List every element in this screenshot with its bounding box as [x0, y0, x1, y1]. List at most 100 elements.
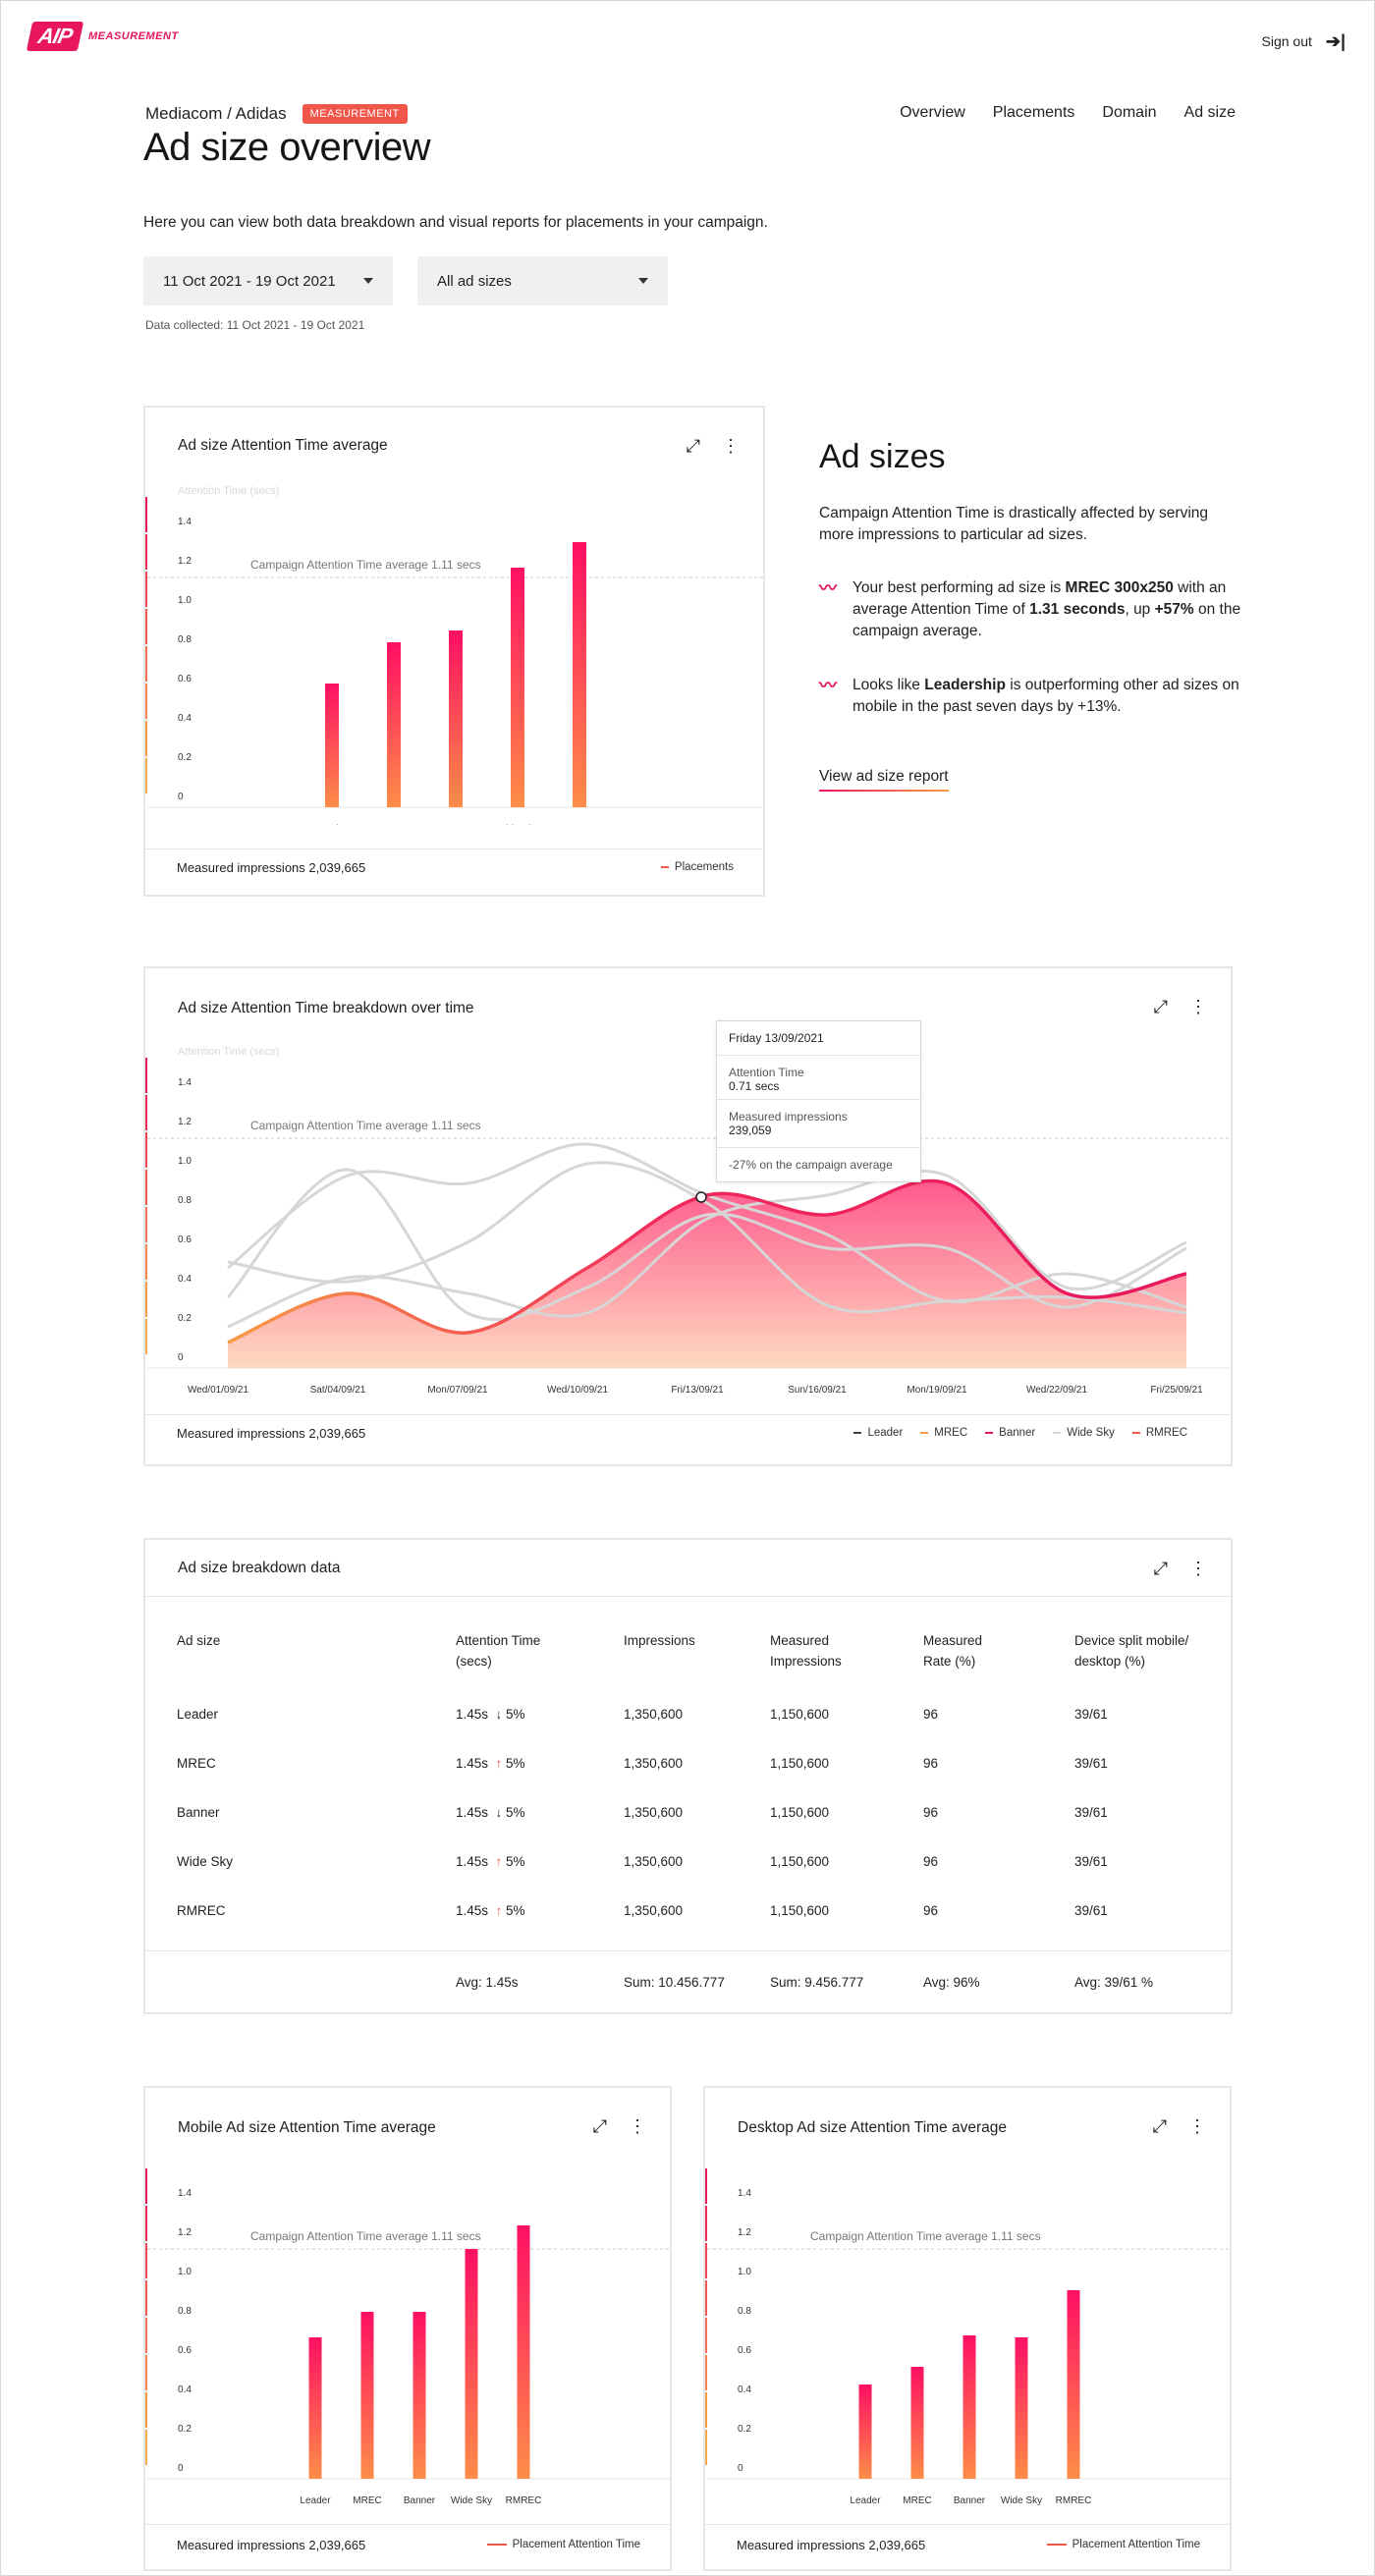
x-tick-label: Banner [404, 2495, 436, 2506]
attention-time-change: 5% [506, 1707, 525, 1722]
ad-size-value: All ad sizes [437, 272, 512, 290]
bar-chart-desktop-average: 1.4 1.2 1.0 0.8 0.6 0.4 0.2 0 Campaign Attention… [705, 2168, 1230, 2506]
tooltip-note: -27% on the campaign average [729, 1158, 893, 1172]
more-vert-icon[interactable]: ⋮ [722, 436, 740, 456]
more-vert-icon[interactable]: ⋮ [1188, 2116, 1206, 2136]
row-measured-impressions: 1,150,600 [770, 1805, 830, 1820]
bar-chart-mobile-average: 1.4 1.2 1.0 0.8 0.6 0.4 0.2 0 Campaign Attention… [145, 2168, 670, 2506]
legend-item[interactable]: Wide Sky [1053, 1427, 1115, 1439]
chart-legend: Leader MREC Banner Wide Sky RMREC [853, 1427, 1187, 1439]
legend-item[interactable]: Placement Attention Time [1046, 2539, 1200, 2550]
legend-label: Leader [867, 1427, 904, 1439]
measured-impressions: Measured impressions 2,039,665 [177, 2538, 366, 2552]
legend-label: MREC [934, 1427, 968, 1439]
insight-text-part: is outperforming other ad sizes on mobil… [852, 677, 1239, 715]
breadcrumb-text[interactable]: Mediacom / Adidas [145, 104, 287, 123]
axis-stripe-segment [705, 2430, 707, 2465]
legend-swatch [1046, 2544, 1067, 2546]
expand-icon[interactable]: ⤢ [592, 2116, 607, 2136]
legend-swatch [920, 1432, 929, 1434]
nav-ad-size[interactable]: Ad size [1183, 104, 1236, 121]
attention-time-value: 1.45s [456, 1805, 489, 1820]
x-tick-label: Mon/07/09/21 [427, 1385, 488, 1396]
average-reference-label: Campaign Attention Time average 1.11 sec… [810, 2229, 1041, 2243]
axis-stripe-segment [145, 721, 147, 756]
chart-legend: Placement Attention Time [1046, 2539, 1200, 2550]
attention-time-change: 5% [506, 1805, 525, 1820]
x-tick-label: Leader [300, 2495, 331, 2506]
column-header[interactable]: Device split mobile/ desktop (%) [1074, 1633, 1189, 1669]
table-footer-summary: Avg: 1.45s [456, 1975, 519, 1990]
legend-swatch [1053, 1432, 1062, 1434]
y-tick-label: 0 [178, 792, 184, 802]
expand-icon[interactable]: ⤢ [686, 436, 700, 456]
legend-label: RMREC [1145, 1427, 1187, 1439]
y-tick-label: 0.6 [178, 2345, 192, 2356]
legend-item[interactable]: Banner [985, 1427, 1035, 1439]
y-tick-label: 0.8 [178, 634, 192, 645]
column-header[interactable]: Attention Time (secs) [456, 1633, 541, 1669]
nav-placements[interactable]: Placements [992, 104, 1075, 121]
axis-stripe-segment [145, 1095, 147, 1130]
y-tick-label: 0.4 [178, 2384, 192, 2395]
more-vert-icon[interactable]: ⋮ [1189, 1559, 1207, 1578]
bar-banner [449, 630, 463, 807]
y-tick-label: 0 [178, 2463, 184, 2474]
legend-item[interactable]: Placement Attention Time [486, 2539, 640, 2550]
status-badge: MEASUREMENT [302, 104, 408, 124]
logo-text: MEASUREMENT [88, 30, 179, 42]
nav-overview[interactable]: Overview [900, 104, 965, 121]
row-measured-rate: 96 [923, 1903, 939, 1918]
legend-item[interactable]: MREC [920, 1427, 967, 1439]
column-header[interactable]: Impressions [624, 1633, 695, 1648]
sign-out-button[interactable]: Sign out ➔| [1262, 32, 1347, 50]
brand-logo[interactable]: AIP MEASUREMENT [26, 22, 179, 51]
more-vert-icon[interactable]: ⋮ [629, 2116, 646, 2136]
tooltip-value: 239,059 [729, 1124, 772, 1137]
x-tick-label: Leader [850, 2495, 881, 2506]
axis-stripe-segment [145, 684, 147, 719]
legend-swatch [853, 1432, 862, 1434]
axis-stripe-segment [145, 2243, 147, 2278]
y-tick-label: 0.8 [178, 1195, 192, 1206]
measured-impressions: Measured impressions 2,039,665 [177, 1426, 366, 1441]
row-attention-time: 1.45s ↑ 5% [456, 1756, 525, 1771]
expand-icon[interactable]: ⤢ [1152, 2116, 1167, 2136]
x-tick-label: Sun/16/09/21 [788, 1385, 847, 1396]
column-header[interactable]: Ad size [177, 1633, 221, 1648]
legend-item[interactable]: Placements [660, 861, 734, 873]
expand-icon[interactable]: ⤢ [1153, 997, 1168, 1016]
nav-domain[interactable]: Domain [1102, 104, 1157, 121]
ad-size-select[interactable]: All ad sizes [417, 256, 668, 305]
axis-stripe-segment [145, 609, 147, 644]
tooltip-label: Attention Time [729, 1066, 804, 1079]
axis-stripe-segment [145, 572, 147, 607]
table-footer-summary: Avg: 39/61 % [1074, 1975, 1154, 1990]
view-ad-size-report-link[interactable]: View ad size report [819, 768, 949, 792]
axis-stripe-segment [705, 2392, 707, 2428]
legend-item[interactable]: RMREC [1131, 1427, 1187, 1439]
card-actions: ⤢ ⋮ [1154, 1560, 1207, 1577]
row-ad-size: Wide Sky [177, 1854, 234, 1869]
x-tick-label: Fri/13/09/21 [671, 1385, 724, 1396]
insight-text-part: Your best performing ad size is [852, 579, 1066, 596]
arrow-up-icon: ↑ [488, 1854, 507, 1869]
expand-icon[interactable]: ⤢ [1153, 1559, 1168, 1578]
attention-time-change: 5% [506, 1854, 525, 1869]
axis-stripe-segment [145, 2355, 147, 2390]
legend-item[interactable]: Leader [853, 1427, 903, 1439]
row-ad-size: Leader [177, 1707, 219, 1722]
table-footer-summary: Sum: 10.456.777 [624, 1975, 725, 1990]
column-header[interactable]: Measured Rate (%) [923, 1633, 983, 1669]
row-impressions: 1,350,600 [624, 1756, 684, 1771]
chart-card-desktop-average: Desktop Ad size Attention Time average ⤢… [703, 2086, 1232, 2571]
tooltip-value: 0.71 secs [729, 1079, 780, 1093]
date-range-select[interactable]: 11 Oct 2021 - 19 Oct 2021 [143, 256, 393, 305]
side-panel-description: Campaign Attention Time is drastically a… [819, 505, 1209, 543]
chart-legend: Placements [660, 861, 734, 873]
y-tick-label: 1.0 [738, 2267, 751, 2277]
column-header[interactable]: Measured Impressions [770, 1633, 842, 1669]
insight-highlight: MREC 300x250 [1065, 579, 1174, 596]
more-vert-icon[interactable]: ⋮ [1189, 997, 1207, 1016]
axis-stripe-segment [145, 1207, 147, 1242]
